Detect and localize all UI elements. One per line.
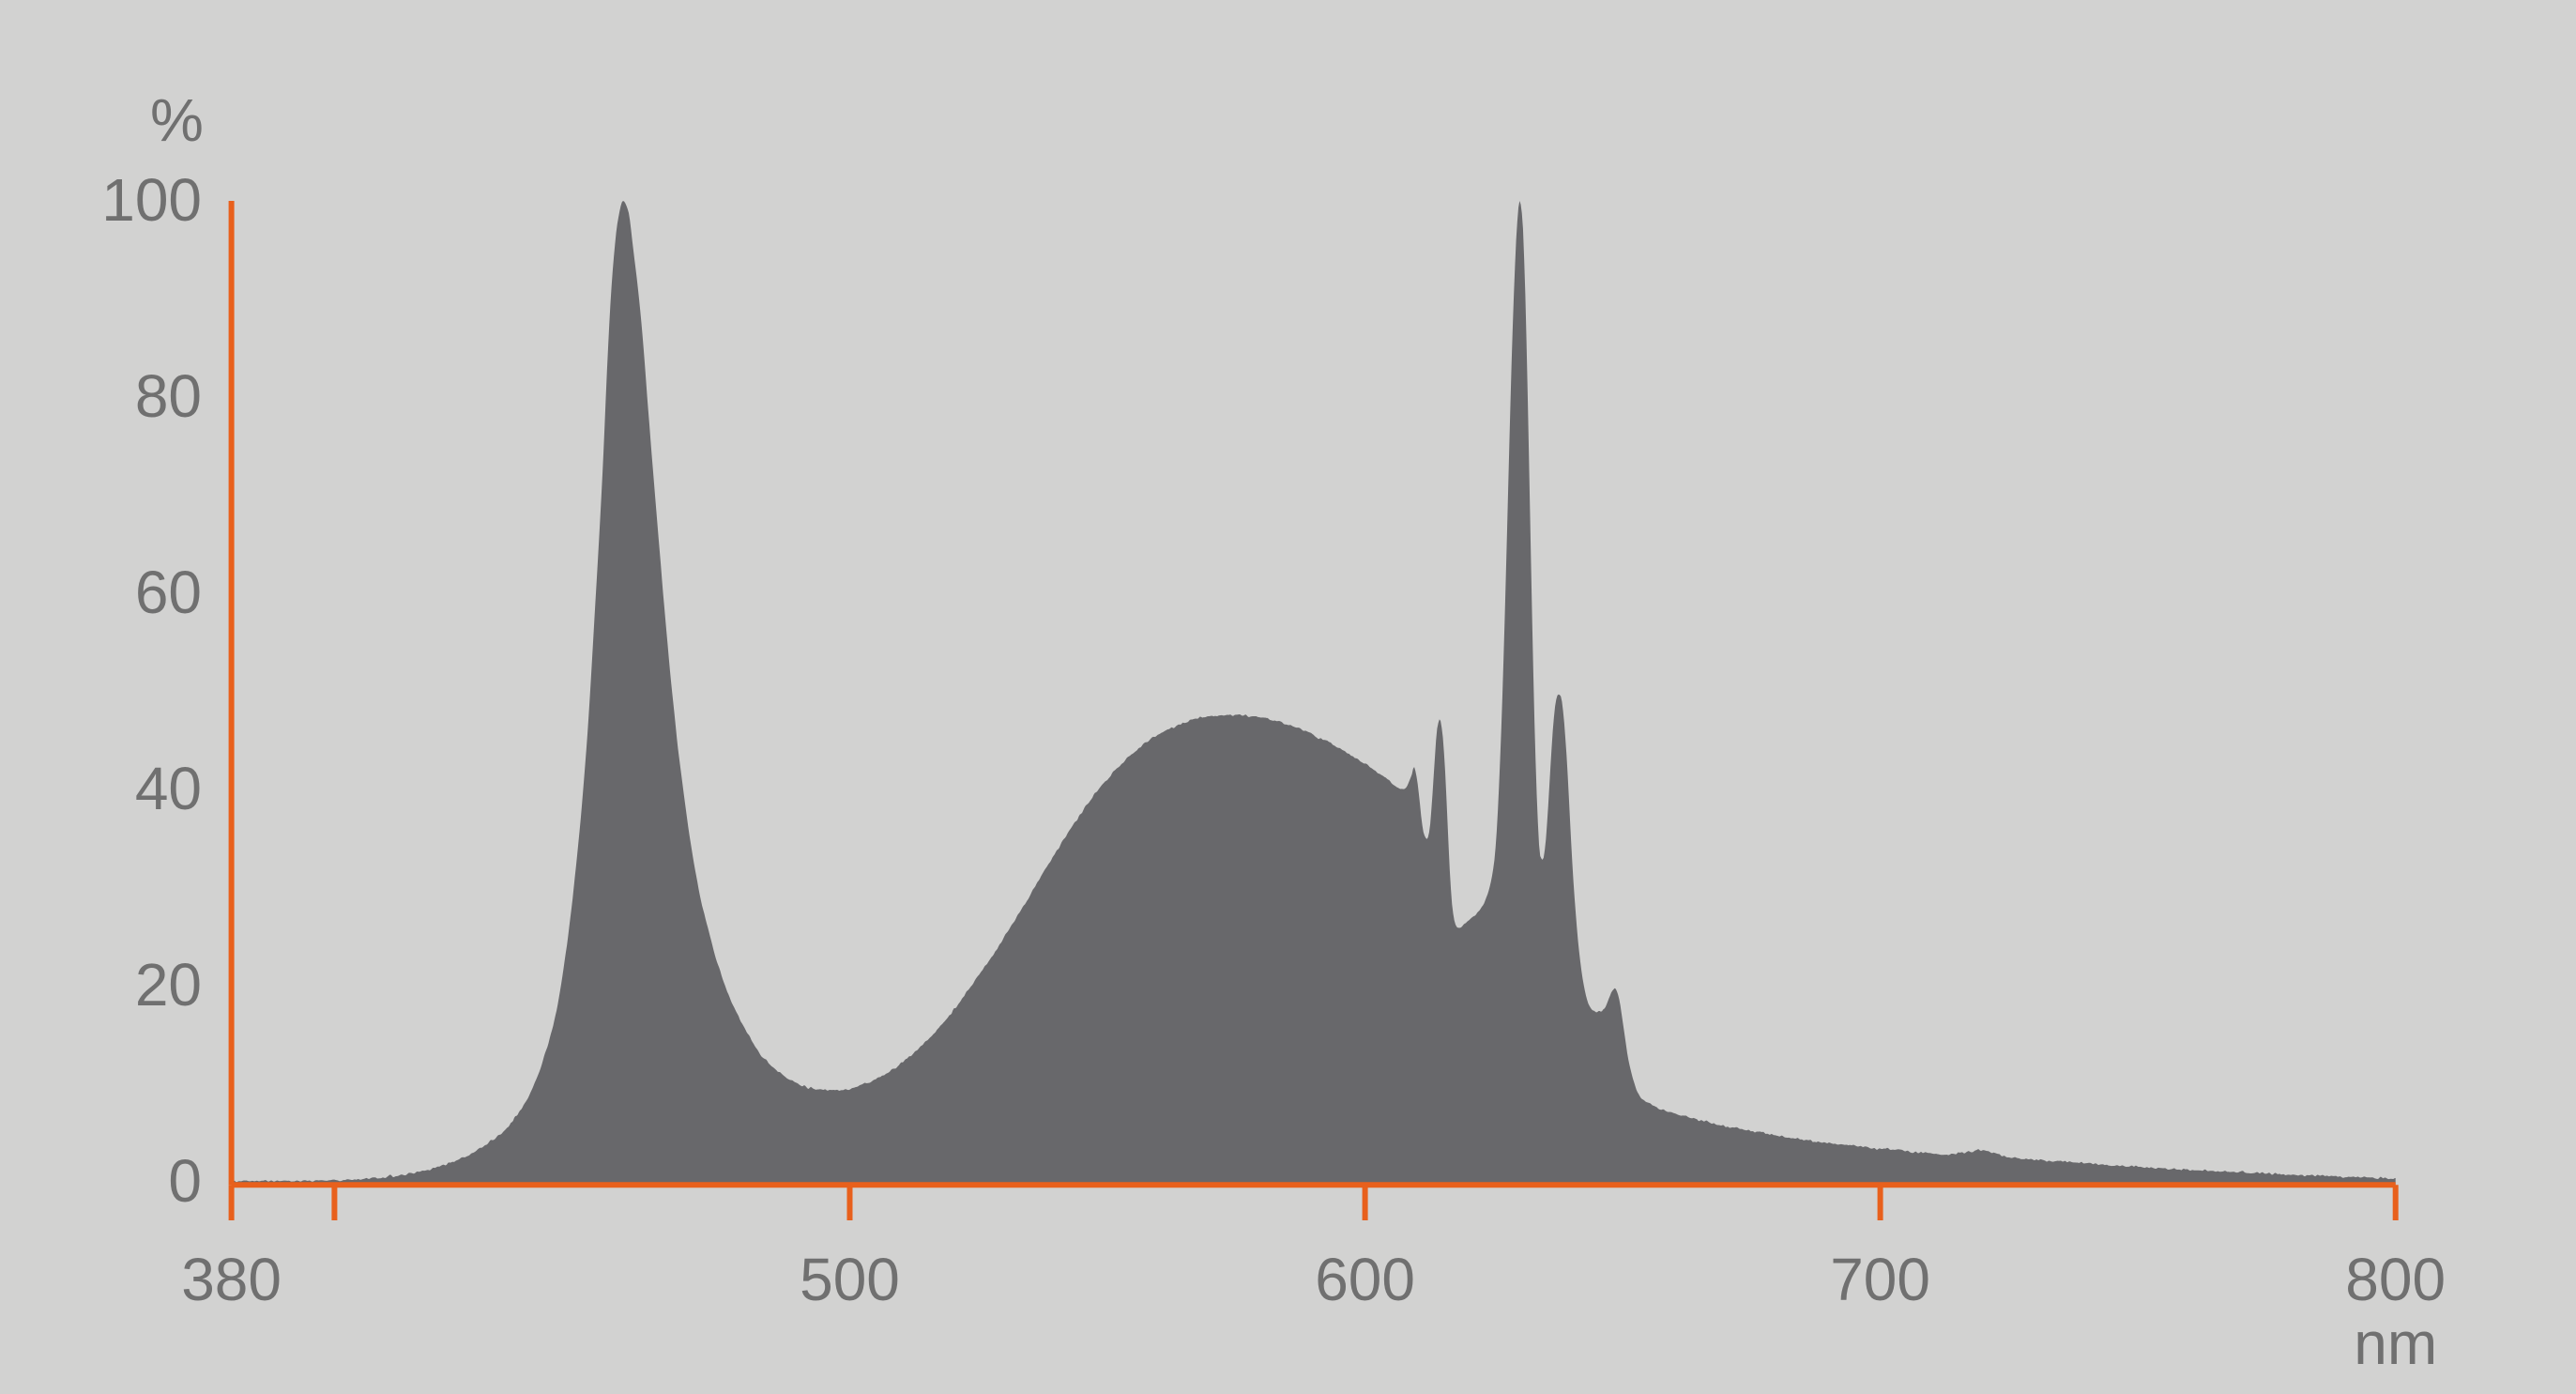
svg-text:0: 0 — [168, 1147, 202, 1215]
svg-text:700: 700 — [1830, 1246, 1930, 1313]
svg-text:20: 20 — [135, 951, 202, 1019]
svg-text:60: 60 — [135, 559, 202, 626]
svg-text:600: 600 — [1315, 1246, 1415, 1313]
svg-text:380: 380 — [181, 1246, 282, 1313]
svg-text:80: 80 — [135, 362, 202, 430]
svg-text:500: 500 — [800, 1246, 900, 1313]
svg-text:nm: nm — [2354, 1310, 2437, 1377]
svg-text:800: 800 — [2345, 1246, 2446, 1313]
svg-text:100: 100 — [101, 166, 202, 234]
svg-text:40: 40 — [135, 755, 202, 822]
svg-text:%: % — [150, 86, 204, 154]
